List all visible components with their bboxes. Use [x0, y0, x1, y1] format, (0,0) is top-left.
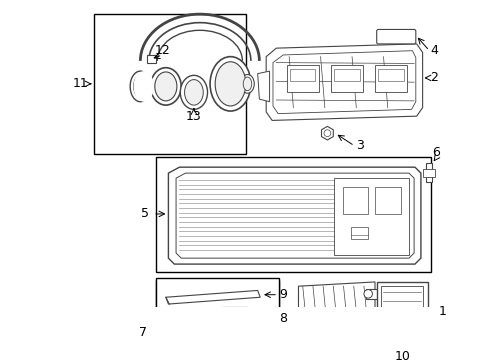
Bar: [317, 357, 361, 360]
Text: 13: 13: [185, 110, 202, 123]
Ellipse shape: [240, 75, 254, 93]
Bar: [422, 169, 434, 177]
Polygon shape: [257, 71, 269, 102]
Bar: [350, 227, 367, 239]
Bar: [366, 309, 407, 319]
Text: 7: 7: [139, 327, 146, 339]
Bar: [425, 163, 431, 182]
FancyBboxPatch shape: [172, 329, 205, 357]
Ellipse shape: [324, 130, 330, 136]
Text: 6: 6: [431, 146, 439, 159]
Text: 12: 12: [154, 44, 170, 57]
Text: 10: 10: [393, 350, 409, 360]
Ellipse shape: [215, 62, 245, 106]
Bar: [333, 178, 408, 255]
Ellipse shape: [244, 337, 262, 351]
Bar: [94, 14, 245, 154]
Ellipse shape: [133, 75, 147, 98]
Text: 2: 2: [430, 71, 438, 84]
Ellipse shape: [210, 57, 250, 111]
Ellipse shape: [180, 75, 207, 109]
Bar: [374, 187, 400, 214]
FancyBboxPatch shape: [221, 307, 249, 325]
Bar: [333, 69, 359, 81]
Ellipse shape: [363, 289, 372, 298]
Ellipse shape: [150, 68, 181, 105]
Ellipse shape: [130, 71, 150, 102]
Bar: [289, 69, 315, 81]
Bar: [366, 289, 407, 299]
Polygon shape: [176, 173, 413, 258]
Bar: [330, 65, 363, 93]
FancyBboxPatch shape: [376, 30, 415, 44]
Bar: [342, 187, 367, 214]
Text: 11: 11: [73, 77, 88, 90]
Polygon shape: [298, 282, 374, 359]
Bar: [286, 65, 318, 93]
FancyBboxPatch shape: [159, 315, 275, 360]
Text: 1: 1: [438, 305, 446, 318]
Ellipse shape: [243, 77, 251, 91]
Bar: [155, 157, 430, 272]
Bar: [380, 286, 423, 341]
Bar: [378, 69, 403, 81]
Polygon shape: [168, 167, 420, 264]
Bar: [155, 278, 278, 360]
Ellipse shape: [155, 72, 177, 101]
Polygon shape: [265, 44, 422, 120]
FancyBboxPatch shape: [215, 329, 248, 357]
Bar: [147, 55, 155, 63]
Bar: [376, 282, 427, 348]
Bar: [155, 280, 278, 360]
Polygon shape: [272, 51, 415, 114]
Bar: [374, 65, 407, 93]
Text: 8: 8: [279, 312, 286, 325]
Polygon shape: [165, 291, 260, 304]
Ellipse shape: [184, 80, 203, 105]
Ellipse shape: [363, 310, 372, 319]
Ellipse shape: [133, 71, 154, 102]
Text: 5: 5: [141, 207, 149, 220]
Text: 4: 4: [430, 44, 438, 57]
Text: 9: 9: [279, 288, 286, 301]
Text: 3: 3: [355, 139, 363, 152]
